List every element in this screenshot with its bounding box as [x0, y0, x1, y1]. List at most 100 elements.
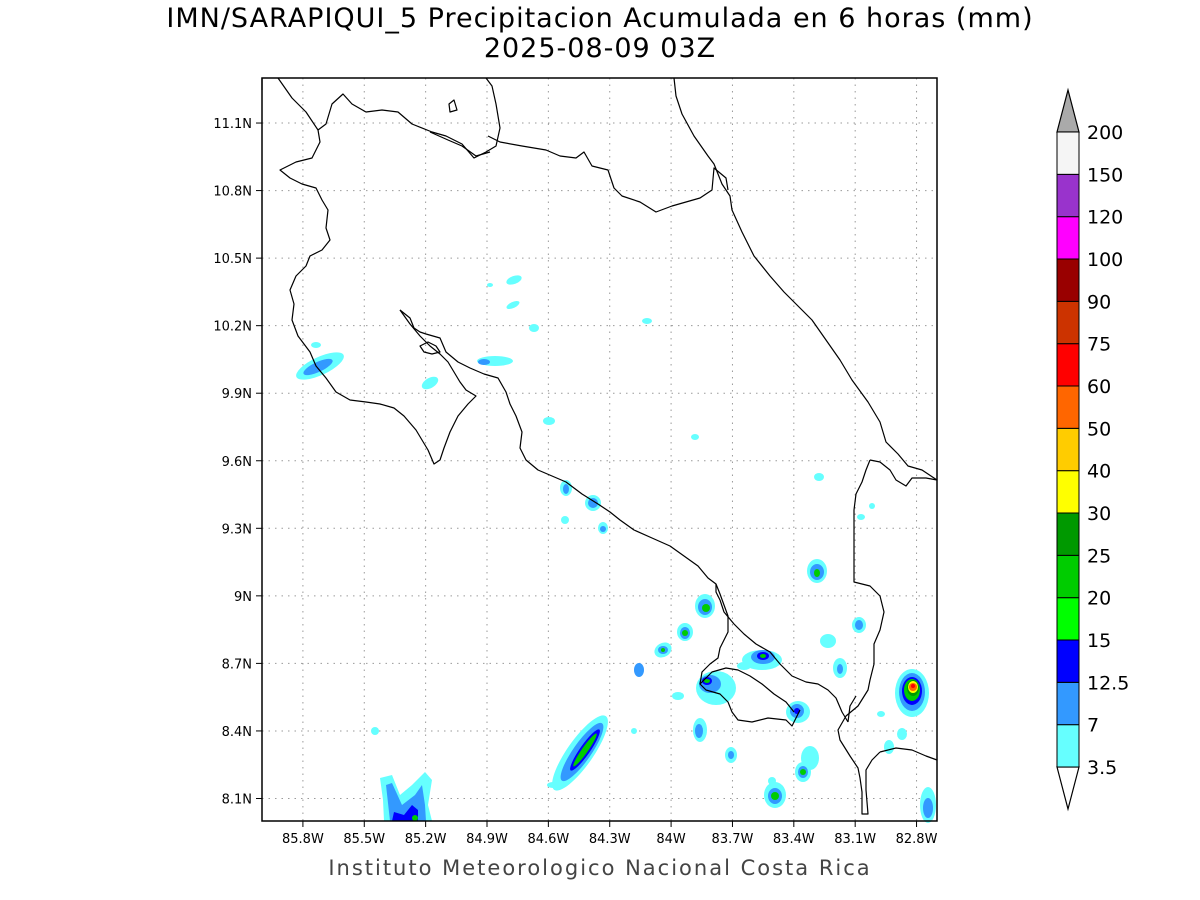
precip-cell	[661, 648, 665, 652]
precip-cell	[857, 514, 865, 520]
colorbar-swatch	[1056, 427, 1080, 472]
colorbar-label: 60	[1087, 376, 1111, 398]
precipitation-field	[296, 275, 936, 823]
colorbar-label: 200	[1087, 122, 1123, 144]
precip-cell	[392, 805, 418, 821]
colorbar-label: 7	[1087, 715, 1099, 737]
precip-cell	[487, 283, 493, 287]
axis-ticks	[256, 122, 918, 827]
coastlines-and-borders	[261, 77, 938, 815]
precip-cell	[768, 777, 776, 785]
colorbar-over-arrow	[1056, 87, 1080, 133]
precip-cell	[543, 417, 555, 425]
precip-cell	[837, 664, 843, 674]
colorbar-swatch	[1056, 131, 1080, 175]
lat-tick-label: 8.4N	[222, 725, 252, 740]
colorbar-swatch	[1056, 343, 1080, 387]
colorbar-under-arrow	[1056, 766, 1080, 812]
precip-cell	[561, 516, 569, 524]
colorbar-swatch	[1056, 554, 1080, 599]
longitude-axis-labels: 85.8W 85.5W 85.2W 84.9W 84.6W 84.3W 84W 83.7W 83…	[282, 832, 938, 847]
precip-cell	[814, 473, 824, 481]
map-subtitle-datetime: 2025-08-09 03Z	[483, 33, 717, 64]
lat-tick-label: 9.6N	[222, 455, 252, 470]
colorbar-swatch	[1056, 639, 1080, 683]
colorbar-label: 120	[1087, 207, 1123, 229]
lon-tick-label: 84W	[656, 832, 686, 847]
lat-tick-label: 11.1N	[213, 117, 252, 132]
lon-tick-label: 84.9W	[466, 832, 508, 847]
precip-cell	[634, 663, 644, 677]
colorbar-label: 15	[1087, 630, 1111, 652]
colorbar-label: 100	[1087, 249, 1123, 271]
precip-cell	[923, 798, 933, 818]
colorbar-swatch	[1056, 173, 1080, 218]
colorbar-swatch	[1056, 216, 1080, 260]
precip-cell	[642, 318, 652, 324]
precip-cell	[672, 692, 684, 700]
precip-cell	[547, 782, 559, 788]
colorbar-label: 12.5	[1087, 672, 1129, 694]
precip-cell	[800, 769, 806, 775]
map-plot-area	[262, 78, 937, 821]
colorbar-swatch	[1056, 512, 1080, 556]
lat-tick-label: 9N	[234, 590, 252, 605]
precip-cell	[869, 503, 875, 509]
precip-cell	[421, 376, 439, 390]
precip-cell	[897, 728, 907, 740]
precip-cell	[529, 324, 539, 332]
precip-cell	[600, 526, 606, 532]
colorbar-label: 20	[1087, 588, 1111, 610]
map-gridlines	[262, 78, 937, 821]
precip-cell	[573, 733, 597, 767]
precip-cell	[682, 630, 688, 636]
precip-cell	[371, 727, 379, 735]
latitude-axis-labels: 11.1N 10.8N 10.5N 10.2N 9.9N 9.6N 9.3N 9N 8.7N 8.…	[213, 117, 252, 807]
precip-cell	[311, 342, 321, 348]
precip-cell	[771, 792, 779, 800]
colorbar-swatch	[1056, 300, 1080, 345]
lon-tick-label: 83.4W	[773, 832, 815, 847]
lat-tick-label: 10.2N	[213, 320, 252, 335]
precip-cell	[631, 728, 637, 734]
precip-cell	[820, 634, 836, 648]
precip-cell	[695, 724, 703, 738]
colorbar-label: 50	[1087, 418, 1111, 440]
colorbar-label: 150	[1087, 164, 1123, 186]
colorbar-swatch	[1056, 681, 1080, 726]
precip-cell	[728, 751, 734, 759]
lon-tick-label: 84.3W	[589, 832, 631, 847]
precip-cell	[303, 358, 333, 376]
lat-tick-label: 9.9N	[222, 387, 252, 402]
precip-cell	[737, 662, 751, 670]
precip-cell	[702, 604, 710, 612]
precip-cell	[884, 740, 894, 754]
precip-cell	[760, 654, 766, 658]
colorbar-label: 25	[1087, 545, 1111, 567]
colorbar-swatch	[1056, 385, 1080, 429]
precip-cell	[691, 434, 699, 440]
precip-cell	[478, 359, 490, 365]
precip-cell	[588, 498, 598, 508]
lat-tick-label: 9.3N	[222, 522, 252, 537]
precip-cell	[855, 620, 863, 630]
lon-tick-label: 82.8W	[896, 832, 938, 847]
colorbar-label: 90	[1087, 291, 1111, 313]
lon-tick-label: 83.7W	[712, 832, 754, 847]
lon-tick-label: 85.5W	[343, 832, 385, 847]
precip-cell	[563, 484, 569, 494]
colorbar-label: 75	[1087, 334, 1111, 356]
lat-tick-label: 8.7N	[222, 657, 252, 672]
precip-cell	[877, 711, 885, 717]
lon-tick-label: 84.6W	[527, 832, 569, 847]
precip-cell	[412, 815, 418, 821]
colorbar-swatch	[1056, 470, 1080, 514]
map-frame	[261, 77, 938, 822]
map-title: IMN/SARAPIQUI_5 Precipitacion Acumulada …	[166, 3, 1034, 34]
precip-cell	[506, 275, 522, 285]
lat-tick-label: 8.1N	[222, 792, 252, 807]
lon-tick-label: 85.2W	[405, 832, 447, 847]
colorbar-swatch	[1056, 597, 1080, 641]
colorbar-swatch	[1056, 724, 1080, 768]
lat-tick-label: 10.5N	[213, 252, 252, 267]
